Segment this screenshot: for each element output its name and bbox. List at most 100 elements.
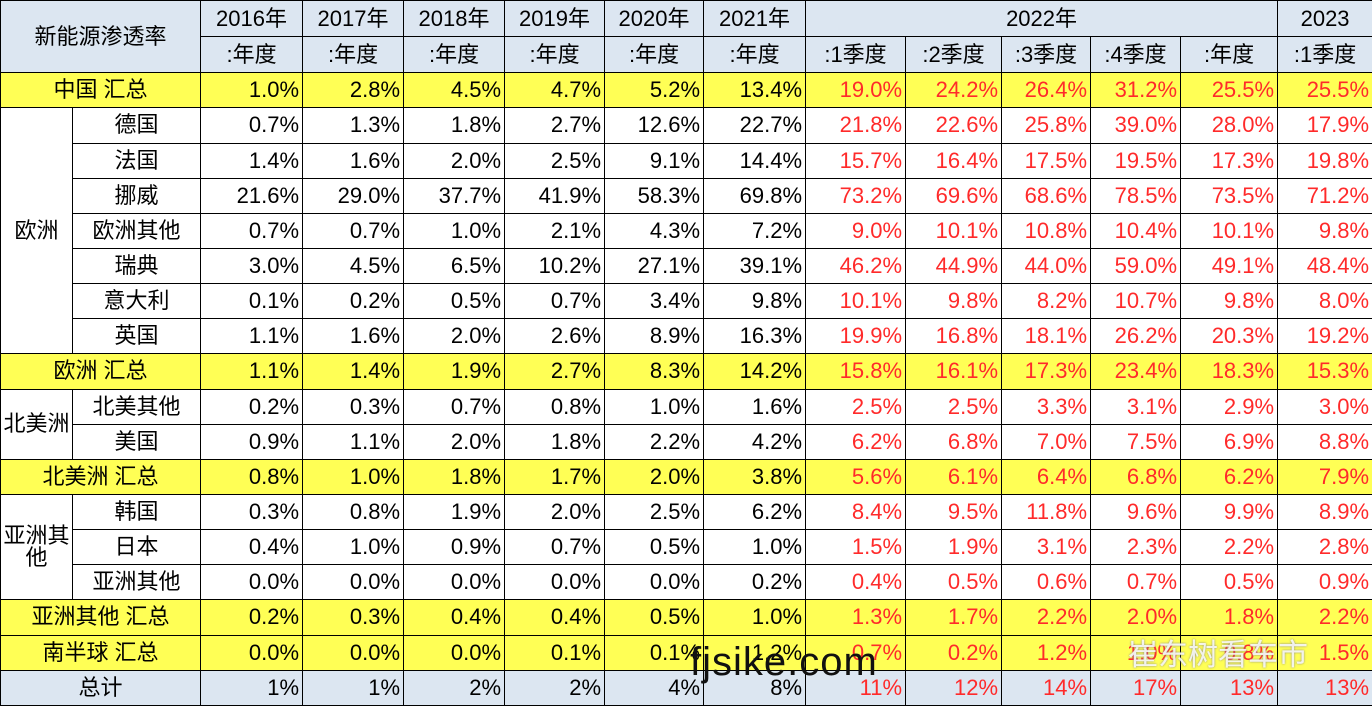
value-cell: 18.1% xyxy=(1001,318,1092,355)
table-row: 法国 1.4% 1.6% 2.0% 2.5% 9.1% 14.4% 15.7% 16.4% 17.… xyxy=(1,142,1372,179)
value-cell: 8.3% xyxy=(604,353,705,390)
value-cell: 0.2% xyxy=(905,634,1003,671)
value-cell: 1.9% xyxy=(403,353,506,390)
value-cell: 0.0% xyxy=(200,564,304,601)
value-cell: 3.8% xyxy=(703,458,807,495)
value-cell: 11.8% xyxy=(1001,493,1092,531)
value-cell: 1.5% xyxy=(805,529,907,566)
value-cell: 19.5% xyxy=(1090,142,1182,179)
value-cell: 10.1% xyxy=(905,212,1003,249)
value-cell: 14.2% xyxy=(703,353,807,390)
value-cell: 17% xyxy=(1090,669,1182,706)
table-row: 中国 汇总 1.0% 2.8% 4.5% 4.7% 5.2% 13.4% 19.0% 24.2%… xyxy=(0,72,1372,109)
value-cell: 1.2% xyxy=(1001,634,1092,671)
value-cell: 2.6% xyxy=(504,318,606,355)
value-cell: 3.1% xyxy=(1090,388,1182,425)
value-cell: 68.6% xyxy=(1001,177,1092,214)
value-cell: 2.0% xyxy=(604,458,705,495)
row-name: 挪威 xyxy=(71,177,202,214)
period-header: :年度 xyxy=(1180,36,1279,74)
value-cell: 22.7% xyxy=(703,107,807,144)
value-cell: 2.0% xyxy=(403,423,506,460)
value-cell: 0.2% xyxy=(200,599,304,636)
row-name: 美国 xyxy=(71,423,202,460)
value-cell: 27.1% xyxy=(604,247,705,285)
total-label: 欧洲 汇总 xyxy=(0,353,202,390)
value-cell: 2.8% xyxy=(1277,529,1372,566)
value-cell: 6.5% xyxy=(403,247,506,285)
watermark: 崔东树看车市 xyxy=(1128,639,1308,672)
period-header: :2季度 xyxy=(905,36,1003,74)
value-cell: 9.5% xyxy=(905,493,1003,531)
value-cell: 3.0% xyxy=(1277,388,1372,425)
value-cell: 0.7% xyxy=(200,107,304,144)
value-cell: 29.0% xyxy=(302,177,405,214)
value-cell: 0.5% xyxy=(905,564,1003,601)
period-header: :1季度 xyxy=(805,36,907,74)
value-cell: 0.9% xyxy=(403,529,506,566)
row-name: 欧洲其他 xyxy=(71,212,202,249)
value-cell: 39.1% xyxy=(703,247,807,285)
value-cell: 1.8% xyxy=(403,107,506,144)
value-cell: 25.5% xyxy=(1180,72,1279,109)
value-cell: 0.7% xyxy=(1090,564,1182,601)
value-cell: 1.8% xyxy=(504,423,606,460)
value-cell: 25.8% xyxy=(1001,107,1092,144)
value-cell: 19.0% xyxy=(805,72,907,109)
row-name: 英国 xyxy=(71,318,202,355)
value-cell: 6.1% xyxy=(905,458,1003,495)
value-cell: 1.3% xyxy=(302,107,405,144)
value-cell: 0.1% xyxy=(200,283,304,320)
value-cell: 78.5% xyxy=(1090,177,1182,214)
value-cell: 0.7% xyxy=(504,283,606,320)
period-header: :年度 xyxy=(504,36,606,74)
value-cell: 1% xyxy=(302,669,405,706)
value-cell: 0.7% xyxy=(302,212,405,249)
period-header: :年度 xyxy=(604,36,705,74)
total-label: 北美洲 汇总 xyxy=(0,458,202,495)
value-cell: 8.4% xyxy=(805,493,907,531)
value-cell: 0.5% xyxy=(403,283,506,320)
value-cell: 13.4% xyxy=(703,72,807,109)
row-name: 意大利 xyxy=(71,283,202,320)
value-cell: 4.2% xyxy=(703,423,807,460)
value-cell: 6.4% xyxy=(1001,458,1092,495)
group-label: 北美洲 xyxy=(0,388,73,460)
value-cell: 1.1% xyxy=(200,318,304,355)
value-cell: 2.0% xyxy=(403,142,506,179)
value-cell: 0.1% xyxy=(504,634,606,671)
value-cell: 2.0% xyxy=(403,318,506,355)
value-cell: 1.0% xyxy=(604,388,705,425)
value-cell: 3.1% xyxy=(1001,529,1092,566)
value-cell: 0.0% xyxy=(504,564,606,601)
table-row: 意大利 0.1% 0.2% 0.5% 0.7% 3.4% 9.8% 10.1% 9.8% 8.2%… xyxy=(1,283,1372,320)
value-cell: 18.3% xyxy=(1180,353,1279,390)
value-cell: 2.5% xyxy=(805,388,907,425)
value-cell: 7.0% xyxy=(1001,423,1092,460)
value-cell: 0.5% xyxy=(1180,564,1279,601)
value-cell: 69.8% xyxy=(703,177,807,214)
table-row: 英国 1.1% 1.6% 2.0% 2.6% 8.9% 16.3% 19.9% 16.8% 18.… xyxy=(1,318,1372,355)
value-cell: 1.7% xyxy=(504,458,606,495)
value-cell: 28.0% xyxy=(1180,107,1279,144)
total-label: 南半球 汇总 xyxy=(0,634,202,671)
value-cell: 15.8% xyxy=(805,353,907,390)
value-cell: 21.6% xyxy=(200,177,304,214)
total-label: 中国 汇总 xyxy=(0,72,202,109)
value-cell: 2.2% xyxy=(1001,599,1092,636)
period-header: :年度 xyxy=(302,36,405,74)
value-cell: 0.1% xyxy=(604,634,705,671)
value-cell: 0.0% xyxy=(403,564,506,601)
value-cell: 9.6% xyxy=(1090,493,1182,531)
value-cell: 44.9% xyxy=(905,247,1003,285)
period-header: :年度 xyxy=(703,36,807,74)
value-cell: 0.3% xyxy=(302,599,405,636)
value-cell: 9.8% xyxy=(703,283,807,320)
value-cell: 1.6% xyxy=(703,388,807,425)
value-cell: 17.9% xyxy=(1277,107,1372,144)
value-cell: 1.9% xyxy=(905,529,1003,566)
value-cell: 14.4% xyxy=(703,142,807,179)
value-cell: 69.6% xyxy=(905,177,1003,214)
value-cell: 3.4% xyxy=(604,283,705,320)
value-cell: 6.2% xyxy=(703,493,807,531)
